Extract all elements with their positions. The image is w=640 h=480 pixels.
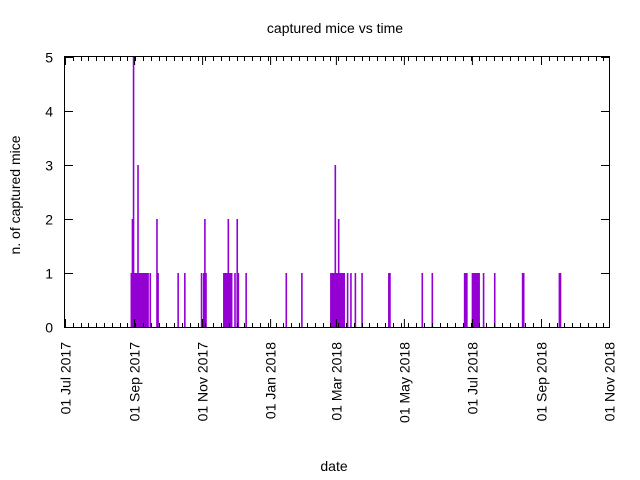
bar — [336, 273, 339, 327]
bar — [245, 273, 247, 327]
bar — [134, 273, 137, 327]
bar — [285, 273, 288, 327]
bar — [146, 273, 148, 327]
bar — [224, 273, 226, 327]
y-tick-label: 4 — [45, 104, 53, 120]
bar — [227, 219, 230, 327]
bar — [228, 273, 231, 327]
bar — [464, 273, 467, 327]
bar — [142, 273, 145, 327]
bar — [482, 273, 485, 327]
x-tick-label: 01 Jul 2017 — [58, 342, 74, 415]
bar — [478, 273, 480, 327]
x-tick-label: 01 Sep 2017 — [127, 342, 143, 422]
bar — [342, 273, 344, 327]
bar — [559, 273, 562, 327]
bars — [130, 57, 562, 327]
y-tick-label: 5 — [45, 50, 53, 66]
bar — [131, 219, 134, 327]
y-tick-label: 0 — [45, 320, 53, 336]
bar — [143, 273, 146, 327]
bar — [346, 273, 349, 327]
chart-title: captured mice vs time — [267, 20, 403, 36]
bar — [388, 273, 390, 327]
bar — [431, 273, 434, 327]
bar — [156, 219, 158, 327]
bar — [341, 273, 343, 327]
bar — [137, 165, 139, 327]
bar — [145, 273, 147, 327]
bar — [184, 273, 186, 327]
bar — [343, 273, 346, 327]
bar — [477, 273, 479, 327]
x-axis-label: date — [320, 458, 347, 474]
bar — [335, 273, 338, 327]
bar — [493, 273, 496, 327]
bar — [138, 273, 140, 327]
y-axis-label: n. of captured mice — [7, 135, 23, 254]
bar — [471, 273, 474, 327]
bar — [338, 273, 341, 327]
x-tick-label: 01 Mar 2018 — [328, 342, 344, 421]
bar — [389, 273, 391, 327]
bar — [236, 219, 239, 327]
bar — [223, 273, 225, 327]
bar — [522, 273, 525, 327]
y-tick-label: 2 — [45, 212, 53, 228]
bar — [234, 273, 236, 327]
bar — [331, 273, 333, 327]
bar — [202, 273, 205, 327]
plot-frame — [64, 56, 610, 328]
x-tick-label: 01 Nov 2018 — [602, 342, 618, 422]
x-ticks: 01 Jul 2017 01 Sep 2017 01 Nov 2017 01 Jan … — [58, 57, 618, 423]
bar — [473, 273, 476, 327]
bar — [237, 273, 240, 327]
x-tick-label: 01 May 2018 — [396, 342, 412, 423]
bar — [361, 273, 363, 327]
bar — [147, 273, 149, 327]
bar — [330, 273, 332, 327]
bar — [140, 273, 143, 327]
bar — [139, 273, 142, 327]
bar — [333, 273, 336, 327]
bar — [354, 273, 357, 327]
bar — [205, 273, 207, 327]
bar — [225, 273, 227, 327]
bar — [133, 273, 136, 327]
bar — [350, 273, 352, 327]
bar — [229, 273, 232, 327]
bar — [463, 273, 466, 327]
bar — [476, 273, 478, 327]
bar — [130, 273, 133, 327]
x-tick-label: 01 Sep 2018 — [534, 342, 550, 422]
x-tick-label: 01 Jan 2018 — [263, 342, 279, 419]
bar — [332, 273, 334, 327]
bar — [334, 165, 337, 327]
bar — [558, 273, 561, 327]
bar — [226, 273, 228, 327]
bar — [136, 273, 138, 327]
bar — [521, 273, 524, 327]
x-tick-label: 01 Nov 2017 — [195, 342, 211, 422]
bar — [474, 273, 477, 327]
bar — [301, 273, 303, 327]
bar — [132, 57, 135, 327]
bar — [337, 219, 340, 327]
bar — [157, 273, 159, 327]
bar — [141, 273, 144, 327]
x-tick-label: 01 Jul 2018 — [464, 342, 480, 415]
bar — [149, 273, 152, 327]
bar — [200, 273, 203, 327]
bar — [472, 273, 475, 327]
bar — [204, 219, 206, 327]
bar — [340, 273, 342, 327]
bar — [466, 273, 468, 327]
bar — [177, 273, 179, 327]
bar — [421, 273, 424, 327]
y-tick-label: 3 — [45, 158, 53, 174]
y-tick-label: 1 — [45, 266, 53, 282]
bar — [230, 273, 233, 327]
